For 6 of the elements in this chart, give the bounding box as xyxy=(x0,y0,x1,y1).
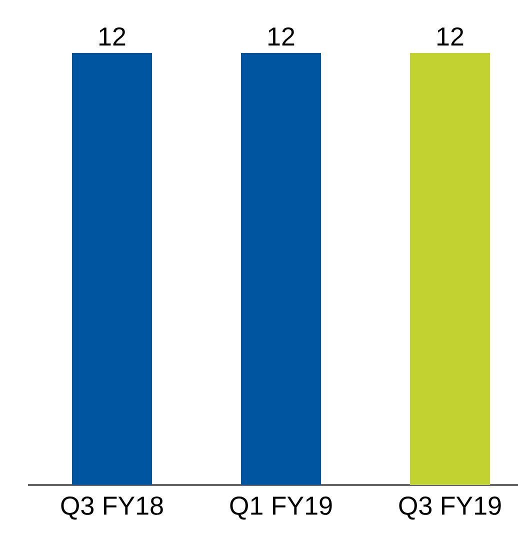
data-label: 12 xyxy=(268,27,294,46)
x-tick-label: Q1 FY19 xyxy=(230,496,332,520)
x-tick-label: Q3 FY19 xyxy=(399,496,501,520)
data-label: 12 xyxy=(438,27,464,46)
data-label: 12 xyxy=(100,27,126,46)
x-tick-label: Q3 FY18 xyxy=(61,496,163,520)
